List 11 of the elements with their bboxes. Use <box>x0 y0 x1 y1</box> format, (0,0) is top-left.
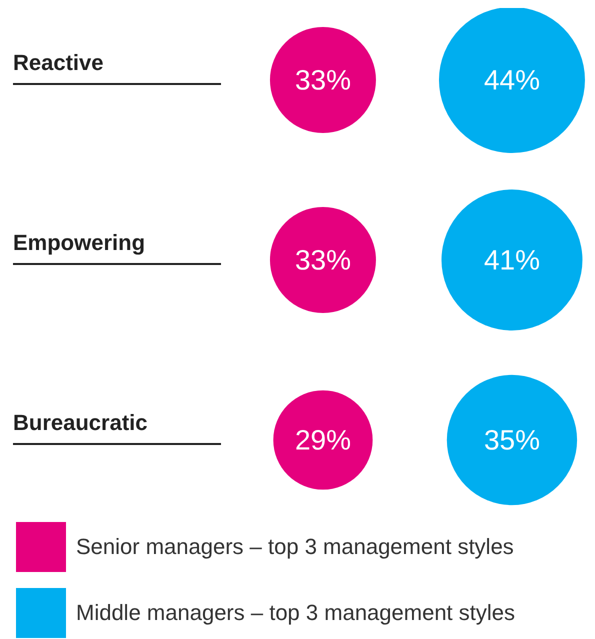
category-label: Bureaucratic <box>13 410 148 435</box>
data-label: 33% <box>294 64 351 96</box>
data-label: 41% <box>484 244 540 276</box>
data-label: 35% <box>484 424 540 456</box>
data-label: 29% <box>294 424 351 456</box>
data-label: 33% <box>294 244 351 276</box>
legend-label: Senior managers – top 3 management styles <box>76 534 514 560</box>
data-label: 44% <box>484 64 540 96</box>
category-label: Empowering <box>13 230 146 255</box>
legend-label: Middle managers – top 3 management styles <box>76 600 516 626</box>
category-label: Reactive <box>13 50 104 75</box>
